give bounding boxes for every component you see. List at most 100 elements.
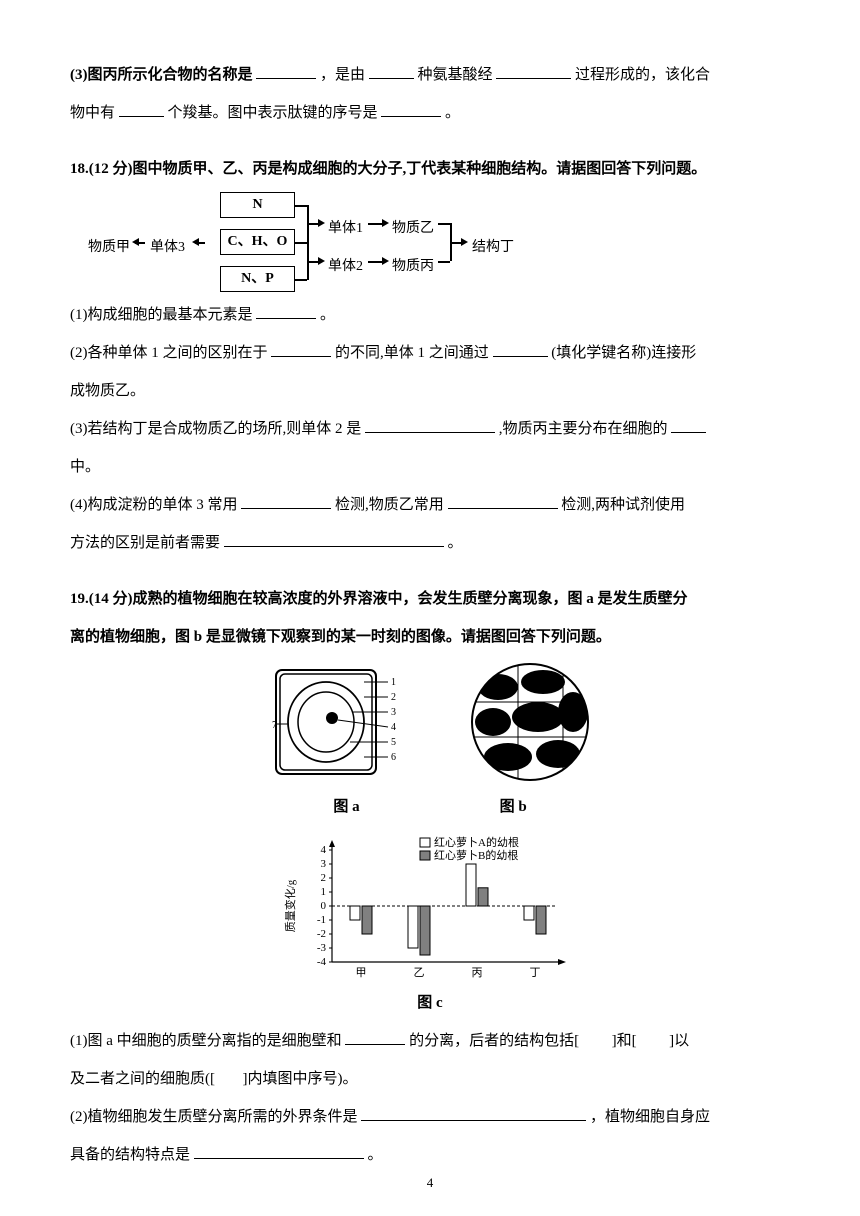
svg-text:3: 3 (321, 858, 327, 870)
txt: 的不同,单体 1 之间通过 (335, 345, 489, 361)
svg-text:质量变化/g: 质量变化/g (283, 879, 297, 932)
arrow-right-icon (382, 257, 389, 265)
txt: ，植物细胞自身应 (590, 1109, 710, 1125)
arrow-left-icon (192, 238, 199, 246)
q17-l3c: 种氨基酸经 (418, 67, 493, 83)
txt: 的分离，后者的结构包括[ (409, 1033, 579, 1049)
q19-head-b: 离的植物细胞，图 b 是显微镜下观察到的某一时刻的图像。请据图回答下列问题。 (70, 622, 790, 652)
q18-p4: (4)构成淀粉的单体 3 常用 检测,物质乙常用 检测,两种试剂使用 (70, 490, 790, 520)
box-np: N、P (220, 266, 295, 292)
txt: ]内填图中序号)。 (243, 1071, 358, 1087)
svg-text:1: 1 (321, 886, 327, 898)
txt: 方法的区别是前者需要 (70, 535, 220, 551)
q18-diagram: N C、H、O N、P 物质甲 单体3 单体1 物质乙 单体2 物质丙 结构丁 (100, 192, 540, 292)
svg-text:5: 5 (391, 737, 396, 748)
svg-text:丁: 丁 (530, 967, 541, 979)
q19-p1: (1)图 a 中细胞的质壁分离指的是细胞壁和 的分离，后者的结构包括[ ]和[ … (70, 1026, 790, 1056)
svg-text:-3: -3 (317, 942, 327, 954)
q17-l3d: 过程形成的，该化合 (575, 67, 710, 83)
txt: (填化学键名称)连接形 (551, 345, 696, 361)
svg-text:乙: 乙 (414, 966, 425, 979)
label-jiegou-ding: 结构丁 (472, 234, 514, 262)
q17-line3: (3)图丙所示化合物的名称是 ，是由 种氨基酸经 过程形成的，该化合 (70, 60, 790, 90)
svg-text:-2: -2 (317, 928, 326, 940)
q17-line4: 物中有 个羧基。图中表示肽键的序号是 。 (70, 98, 790, 128)
blank (271, 342, 331, 357)
arrow-right-icon (461, 238, 468, 246)
label-wuzhi-jia: 物质甲 (88, 234, 130, 262)
txt: (2)各种单体 1 之间的区别在于 (70, 345, 268, 361)
svg-text:3: 3 (391, 707, 396, 718)
page-number: 4 (0, 1170, 860, 1196)
box-n: N (220, 192, 295, 218)
q19-captions-ab: 图 a 图 b (70, 792, 790, 822)
label-danti3: 单体3 (150, 234, 185, 262)
q19-p2b: 具备的结构特点是 。 (70, 1140, 790, 1170)
txt: ]以 (669, 1033, 689, 1049)
txt: 及二者之间的细胞质([ (70, 1071, 215, 1087)
blank (496, 64, 571, 79)
q19-chart-c: -4-3-2-101234质量变化/g红心萝卜A的幼根红心萝卜B的幼根甲乙丙丁戊 (70, 832, 790, 982)
txt: (2)植物细胞发生质壁分离所需的外界条件是 (70, 1109, 358, 1125)
q18-head: 18.(12 分)图中物质甲、乙、丙是构成细胞的大分子,丁代表某种细胞结构。请据… (70, 154, 790, 184)
q18-p2: (2)各种单体 1 之间的区别在于 的不同,单体 1 之间通过 (填化学键名称)… (70, 338, 790, 368)
blank (448, 494, 558, 509)
q19-p1b: 及二者之间的细胞质([ ]内填图中序号)。 (70, 1064, 790, 1094)
txt: 。 (320, 307, 335, 323)
svg-text:1: 1 (391, 677, 396, 688)
label-danti2: 单体2 (328, 253, 363, 281)
txt: (1)图 a 中细胞的质壁分离指的是细胞壁和 (70, 1033, 342, 1049)
q17-l4c: 。 (445, 105, 460, 121)
svg-text:6: 6 (391, 752, 396, 763)
figure-a: 7 1 2 3 4 5 6 (268, 662, 418, 782)
blank (493, 342, 548, 357)
svg-text:4: 4 (321, 844, 327, 856)
q19-head-a: 19.(14 分)成熟的植物细胞在较高浓度的外界溶液中，会发生质壁分离现象，图 … (70, 584, 790, 614)
txt: 检测,物质乙常用 (335, 497, 444, 513)
txt: 。 (368, 1147, 383, 1163)
blank (119, 102, 164, 117)
q17-l3a: (3)图丙所示化合物的名称是 (70, 67, 253, 83)
blank (369, 64, 414, 79)
q17-l3b: ，是由 (320, 67, 365, 83)
txt: (1)构成细胞的最基本元素是 (70, 307, 253, 323)
txt: 检测,两种试剂使用 (561, 497, 685, 513)
q17-l4a: 物中有 (70, 105, 115, 121)
q19-p2: (2)植物细胞发生质壁分离所需的外界条件是 ，植物细胞自身应 (70, 1102, 790, 1132)
arrow-right-icon (318, 219, 325, 227)
blank (365, 418, 495, 433)
q18-p1: (1)构成细胞的最基本元素是 。 (70, 300, 790, 330)
svg-text:甲: 甲 (356, 967, 367, 979)
q18-p3: (3)若结构丁是合成物质乙的场所,则单体 2 是 ,物质丙主要分布在细胞的 (70, 414, 790, 444)
svg-text:7: 7 (272, 720, 277, 731)
blank (345, 1030, 405, 1045)
cap-c: 图 c (70, 988, 790, 1018)
q18-p4b: 方法的区别是前者需要 。 (70, 528, 790, 558)
svg-text:丙: 丙 (472, 967, 483, 979)
box-cho: C、H、O (220, 229, 295, 255)
txt: 具备的结构特点是 (70, 1147, 190, 1163)
cap-a: 图 a (333, 792, 359, 822)
txt: (3)若结构丁是合成物质乙的场所,则单体 2 是 (70, 421, 361, 437)
txt: ]和[ (612, 1033, 637, 1049)
svg-text:4: 4 (391, 722, 396, 733)
txt: 。 (448, 535, 463, 551)
svg-text:-1: -1 (317, 914, 326, 926)
blank (381, 102, 441, 117)
q18-p2b: 成物质乙。 (70, 376, 790, 406)
svg-text:-4: -4 (317, 956, 327, 968)
txt: ,物质丙主要分布在细胞的 (499, 421, 668, 437)
arrow-right-icon (318, 257, 325, 265)
blank (361, 1106, 586, 1121)
arrow-right-icon (382, 219, 389, 227)
svg-text:0: 0 (321, 900, 327, 912)
txt: (4)构成淀粉的单体 3 常用 (70, 497, 238, 513)
blank (671, 418, 706, 433)
figure-b (468, 662, 593, 782)
svg-text:2: 2 (321, 872, 327, 884)
arrow-left-icon (132, 238, 139, 246)
label-danti1: 单体1 (328, 215, 363, 243)
blank (241, 494, 331, 509)
label-wuzhi-bing: 物质丙 (392, 253, 434, 281)
blank (194, 1144, 364, 1159)
